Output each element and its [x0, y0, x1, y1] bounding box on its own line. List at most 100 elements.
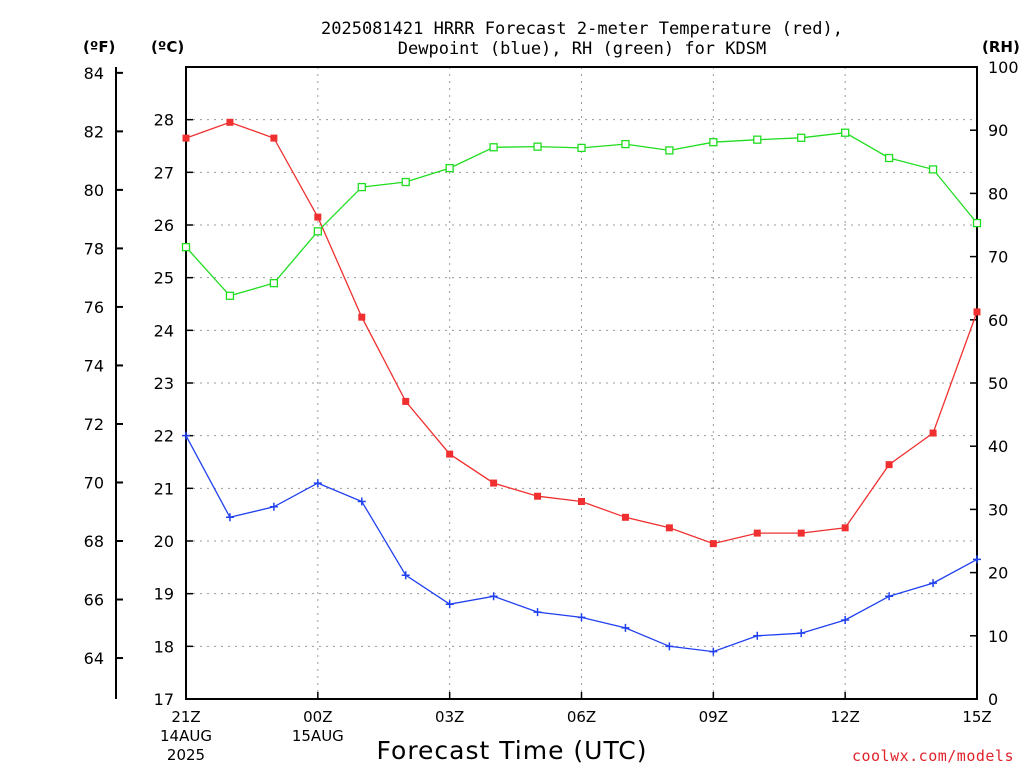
temperature-point: [358, 313, 366, 321]
fahrenheit-tick-label: 82: [84, 122, 104, 141]
dewpoint-point: [665, 642, 674, 651]
rh-point: [928, 165, 938, 174]
rh-tick-label: 0: [988, 690, 998, 709]
dewpoint-point: [973, 555, 981, 564]
axes: 64 66 68 70 72 74 76 78 80 82 84 17 18 19 20 21 22 23 24 25…: [84, 58, 1019, 764]
temperature-point: [973, 308, 981, 316]
celsius-tick-label: 21: [154, 479, 174, 498]
temperature-point: [665, 524, 673, 532]
dewpoint-point: [533, 608, 542, 617]
temperature-point: [534, 492, 542, 500]
temperature-point: [446, 450, 454, 458]
fahrenheit-tick-label: 64: [84, 649, 104, 668]
dewpoint-point: [929, 579, 938, 588]
credit-label: coolwx.com/models: [852, 747, 1014, 765]
fahrenheit-tick-label: 70: [84, 473, 104, 492]
celsius-tick-label: 18: [154, 637, 174, 656]
x-tick-date-label: 14AUG: [160, 727, 212, 745]
rh-point: [489, 143, 498, 152]
rh-point: [753, 135, 762, 144]
temperature-point: [709, 540, 717, 548]
dewpoint-point: [182, 431, 190, 440]
dewpoint-point: [401, 571, 410, 580]
celsius-tick-label: 25: [154, 269, 174, 288]
x-tick-label: 12Z: [830, 708, 859, 726]
rh-tick-label: 40: [988, 437, 1008, 456]
celsius-tick-label: 17: [154, 690, 174, 709]
rh-point: [225, 291, 235, 300]
rh-point: [269, 278, 279, 288]
celsius-tick-label: 27: [154, 163, 174, 182]
fahrenheit-tick-label: 66: [84, 591, 104, 610]
celsius-tick-label: 22: [154, 427, 174, 446]
dewpoint-point: [489, 592, 498, 601]
rh-tick-label: 30: [988, 500, 1008, 519]
x-tick-date-label: 15AUG: [292, 727, 344, 745]
dewpoint-point: [313, 479, 322, 488]
chart-title-line2: Dewpoint (blue), RH (green) for KDSM: [398, 39, 766, 59]
x-tick-label: 00Z: [303, 708, 332, 726]
x-tick-label: 06Z: [567, 708, 596, 726]
rh-tick-label: 20: [988, 564, 1008, 583]
rh-point: [313, 227, 322, 236]
celsius-tick-label: 26: [154, 216, 174, 235]
temperature-point: [402, 397, 410, 405]
rh-point: [709, 138, 718, 147]
fahrenheit-tick-label: 76: [84, 298, 104, 317]
dewpoint-point: [269, 502, 278, 511]
rh-point: [884, 153, 894, 163]
celsius-tick-label: 28: [154, 111, 174, 130]
rh-point: [841, 128, 850, 137]
fahrenheit-unit-label: (ºF): [83, 38, 115, 56]
fahrenheit-tick-label: 74: [84, 356, 104, 375]
rh-tick-label: 90: [988, 121, 1008, 140]
fahrenheit-tick-label: 78: [84, 239, 104, 258]
fahrenheit-tick-label: 72: [84, 415, 104, 434]
temperature-point: [270, 134, 278, 142]
rh-unit-label: (RH): [982, 38, 1020, 56]
data-series: [181, 118, 982, 656]
celsius-tick-label: 19: [154, 585, 174, 604]
rh-point: [577, 143, 586, 153]
rh-point: [357, 182, 366, 192]
temperature-point: [182, 134, 190, 142]
rh-tick-label: 80: [988, 184, 1008, 203]
temperature-point: [226, 118, 234, 126]
chart-title-line1: 2025081421 HRRR Forecast 2-meter Tempera…: [321, 19, 843, 39]
temperature-point: [797, 529, 805, 537]
celsius-tick-label: 23: [154, 374, 174, 393]
fahrenheit-tick-label: 80: [84, 181, 104, 200]
fahrenheit-tick-label: 68: [84, 532, 104, 551]
rh-point: [533, 142, 542, 151]
dewpoint-point: [225, 513, 234, 522]
temperature-point: [753, 529, 761, 537]
dewpoint-point: [577, 613, 586, 622]
rh-tick-label: 60: [988, 311, 1008, 330]
rh-point: [621, 139, 630, 149]
dewpoint-point: [621, 623, 630, 632]
rh-point: [972, 218, 982, 228]
dewpoint-point: [753, 631, 762, 640]
rh-tick-label: 10: [988, 627, 1008, 646]
dewpoint-point: [445, 600, 454, 609]
rh-point: [401, 177, 410, 187]
rh-point: [665, 146, 674, 155]
dewpoint-point: [841, 616, 850, 624]
dewpoint-point: [797, 629, 806, 638]
temperature-point: [578, 498, 585, 505]
dewpoint-point: [709, 647, 718, 656]
x-tick-label: 15Z: [962, 708, 991, 726]
temperature-point: [841, 524, 849, 532]
rh-tick-label: 70: [988, 248, 1008, 267]
rh-tick-label: 100: [988, 58, 1019, 77]
celsius-tick-label: 24: [154, 321, 174, 340]
fahrenheit-tick-label: 84: [84, 64, 104, 83]
dewpoint-point: [357, 497, 366, 506]
rh-point: [797, 133, 806, 142]
x-axis-label: Forecast Time (UTC): [377, 736, 648, 765]
x-tick-label: 21Z: [171, 708, 200, 726]
celsius-tick-label: 20: [154, 532, 174, 551]
x-tick-label: 09Z: [699, 708, 728, 726]
temperature-point: [490, 479, 498, 487]
